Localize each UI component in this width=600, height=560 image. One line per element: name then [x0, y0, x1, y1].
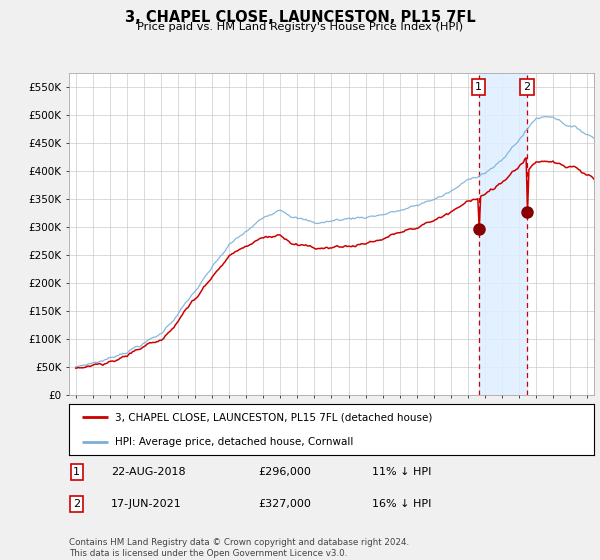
Text: 11% ↓ HPI: 11% ↓ HPI	[372, 467, 431, 477]
Text: 16% ↓ HPI: 16% ↓ HPI	[372, 499, 431, 509]
Text: 1: 1	[475, 82, 482, 92]
Text: Price paid vs. HM Land Registry's House Price Index (HPI): Price paid vs. HM Land Registry's House …	[137, 22, 463, 32]
Text: HPI: Average price, detached house, Cornwall: HPI: Average price, detached house, Corn…	[115, 437, 353, 447]
Text: 3, CHAPEL CLOSE, LAUNCESTON, PL15 7FL (detached house): 3, CHAPEL CLOSE, LAUNCESTON, PL15 7FL (d…	[115, 412, 433, 422]
Text: Contains HM Land Registry data © Crown copyright and database right 2024.
This d: Contains HM Land Registry data © Crown c…	[69, 538, 409, 558]
Text: £296,000: £296,000	[258, 467, 311, 477]
Text: 2: 2	[523, 82, 530, 92]
Bar	[479, 73, 527, 395]
Text: 2: 2	[73, 499, 80, 509]
Text: 3, CHAPEL CLOSE, LAUNCESTON, PL15 7FL: 3, CHAPEL CLOSE, LAUNCESTON, PL15 7FL	[125, 10, 475, 25]
Text: £327,000: £327,000	[258, 499, 311, 509]
Text: 1: 1	[73, 467, 80, 477]
Text: 17-JUN-2021: 17-JUN-2021	[111, 499, 182, 509]
Text: 22-AUG-2018: 22-AUG-2018	[111, 467, 185, 477]
